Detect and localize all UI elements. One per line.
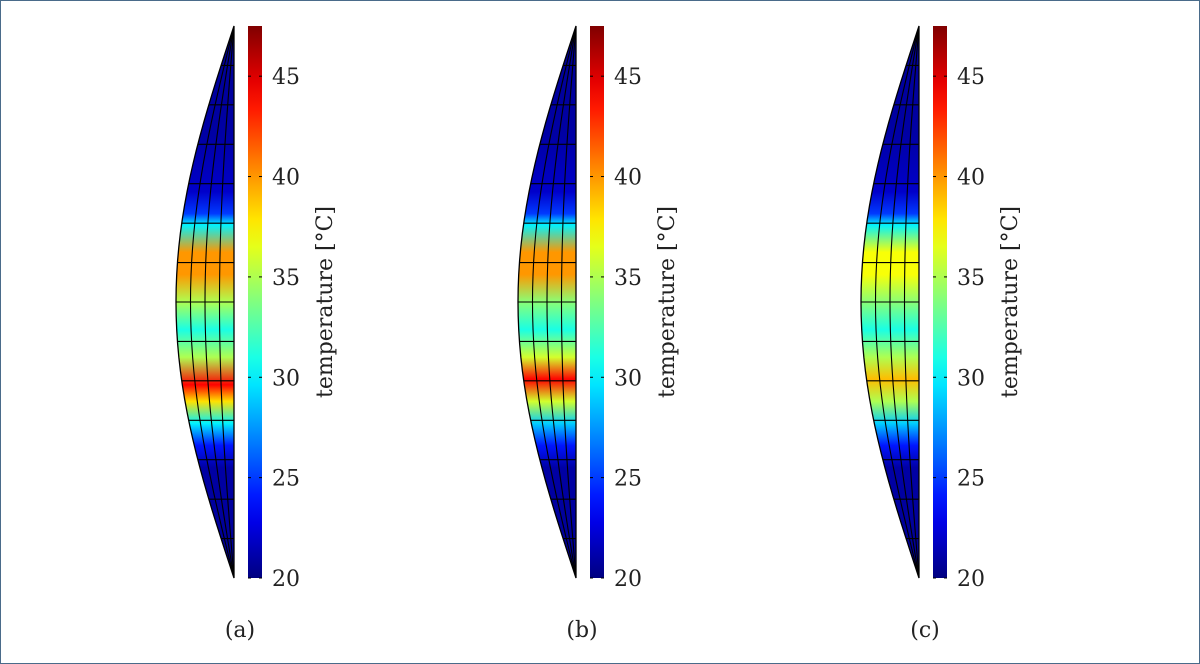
colorbar-label: temperature [°C] bbox=[313, 206, 338, 398]
colorbar-tick-label: 25 bbox=[272, 467, 300, 492]
lens-outline bbox=[860, 25, 920, 579]
colorbar-tick-label: 45 bbox=[272, 65, 300, 90]
lens-outline bbox=[175, 25, 235, 579]
mesh-line bbox=[531, 26, 576, 578]
colorbar-tick-label: 35 bbox=[272, 266, 300, 291]
colorbar-tick-label: 30 bbox=[272, 366, 300, 391]
mesh-line bbox=[204, 26, 234, 578]
colorbar-tick-label: 35 bbox=[957, 266, 985, 291]
colorbar-tick-label: 30 bbox=[957, 366, 985, 391]
colorbar-tick-label: 20 bbox=[957, 567, 985, 592]
colorbar-label: temperature [°C] bbox=[998, 206, 1023, 398]
panel-b: 20 25 30 35 40 45 temperature [°C] (b) bbox=[517, 25, 680, 643]
panel-label: (b) bbox=[566, 618, 597, 643]
colorbar-tick-label: 45 bbox=[957, 65, 985, 90]
mesh-grid bbox=[176, 26, 234, 578]
colorbar-tick-label: 30 bbox=[614, 366, 642, 391]
lens-outline bbox=[517, 25, 577, 579]
colorbar-tick-label: 20 bbox=[272, 567, 300, 592]
colorbar-tick-label: 35 bbox=[614, 266, 642, 291]
mesh-line bbox=[903, 26, 919, 578]
mesh-line bbox=[889, 26, 919, 578]
colorbar bbox=[590, 26, 604, 578]
colorbar-tick-label: 45 bbox=[614, 65, 642, 90]
colorbar bbox=[248, 26, 262, 578]
mesh-grid bbox=[518, 26, 576, 578]
colorbar-tick-label: 25 bbox=[614, 467, 642, 492]
colorbar-tick-label: 40 bbox=[272, 166, 300, 191]
colorbar bbox=[933, 26, 947, 578]
mesh-line bbox=[874, 26, 919, 578]
colorbar-tick-label: 20 bbox=[614, 567, 642, 592]
panel-a: 20 25 30 35 40 45 temperature [°C] (a) bbox=[175, 25, 338, 643]
mesh-grid bbox=[861, 26, 919, 578]
colorbar-tick-label: 25 bbox=[957, 467, 985, 492]
colorbar-tick-label: 40 bbox=[957, 166, 985, 191]
mesh-line bbox=[189, 26, 234, 578]
panel-c: 20 25 30 35 40 45 temperature [°C] (c) bbox=[860, 25, 1023, 643]
panel-label: (c) bbox=[910, 618, 940, 643]
mesh-line bbox=[546, 26, 576, 578]
mesh-line bbox=[560, 26, 576, 578]
colorbar-tick-label: 40 bbox=[614, 166, 642, 191]
panel-label: (a) bbox=[225, 618, 255, 643]
mesh-line bbox=[218, 26, 234, 578]
colorbar-label: temperature [°C] bbox=[655, 206, 680, 398]
